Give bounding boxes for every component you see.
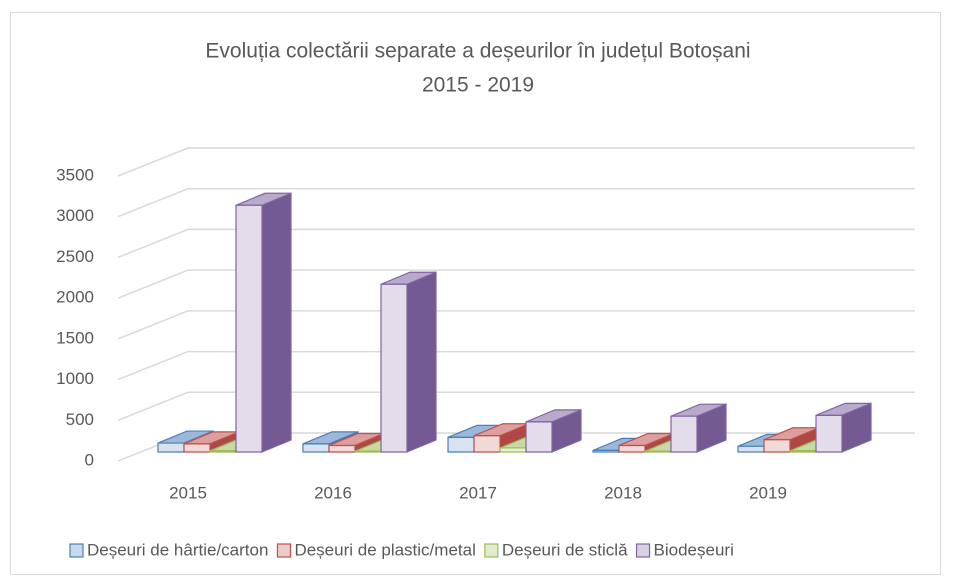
- bar-front: [618, 444, 646, 453]
- bar-front: [737, 445, 765, 453]
- y-tick-label: 0: [85, 450, 94, 469]
- grid-line: [117, 350, 915, 381]
- x-tick-label: 2018: [604, 483, 642, 502]
- bar-front: [789, 450, 817, 453]
- y-tick-label: 1500: [56, 328, 94, 347]
- bar-front: [328, 444, 356, 453]
- x-tick-label: 2017: [459, 483, 497, 502]
- legend-label: Deșeuri de plastic/metal: [294, 540, 475, 559]
- bar-front: [499, 447, 527, 453]
- bar-front: [380, 283, 408, 453]
- bar-front: [302, 443, 330, 453]
- grid-line: [117, 310, 915, 340]
- bar-front: [815, 414, 843, 453]
- y-tick-label: 3500: [56, 165, 94, 184]
- bar-front: [644, 450, 672, 453]
- bar-side: [406, 271, 437, 453]
- grid-line: [117, 147, 915, 177]
- x-tick-label: 2019: [749, 483, 787, 502]
- grid-line: [117, 228, 915, 259]
- grid-line: [117, 391, 915, 421]
- bar-front: [763, 439, 791, 453]
- bar-front: [525, 421, 553, 453]
- bar-front: [592, 449, 620, 453]
- y-tick-label: 2500: [56, 247, 94, 266]
- bar-front: [157, 442, 185, 453]
- bar-front: [670, 415, 698, 453]
- grid-line: [117, 269, 915, 299]
- bar-front: [447, 436, 475, 453]
- x-tick-label: 2015: [169, 483, 207, 502]
- legend-swatch: [635, 543, 651, 558]
- legend-swatch: [69, 543, 84, 558]
- bar-front: [354, 450, 382, 453]
- legend-swatch: [276, 543, 292, 558]
- bar-front: [235, 204, 263, 453]
- legend-label: Deșeuri de hârtie/carton: [87, 540, 268, 559]
- bar-front: [473, 435, 501, 453]
- y-tick-label: 3000: [56, 206, 94, 225]
- bar-side: [261, 192, 292, 453]
- legend-label: Deșeuri de sticlă: [502, 540, 628, 559]
- chart-border: [10, 12, 941, 575]
- legend-swatch: [484, 543, 499, 558]
- y-tick-label: 1000: [56, 369, 94, 388]
- y-tick-label: 2000: [56, 288, 94, 307]
- bar: [525, 408, 582, 453]
- chart-title: Evoluția colectării separate a deșeurilo…: [205, 40, 750, 63]
- bar: [670, 403, 727, 453]
- bar: [380, 271, 437, 453]
- bar: [815, 402, 872, 453]
- bar: [235, 192, 292, 453]
- grid-line: [117, 187, 915, 218]
- bar: [328, 432, 385, 453]
- bar-front: [183, 443, 211, 453]
- bar-front: [209, 450, 237, 453]
- x-tick-label: 2016: [314, 483, 352, 502]
- chart-subtitle: 2015 - 2019: [422, 74, 534, 97]
- legend-label: Biodeșeuri: [654, 540, 734, 559]
- y-tick-label: 500: [66, 410, 94, 429]
